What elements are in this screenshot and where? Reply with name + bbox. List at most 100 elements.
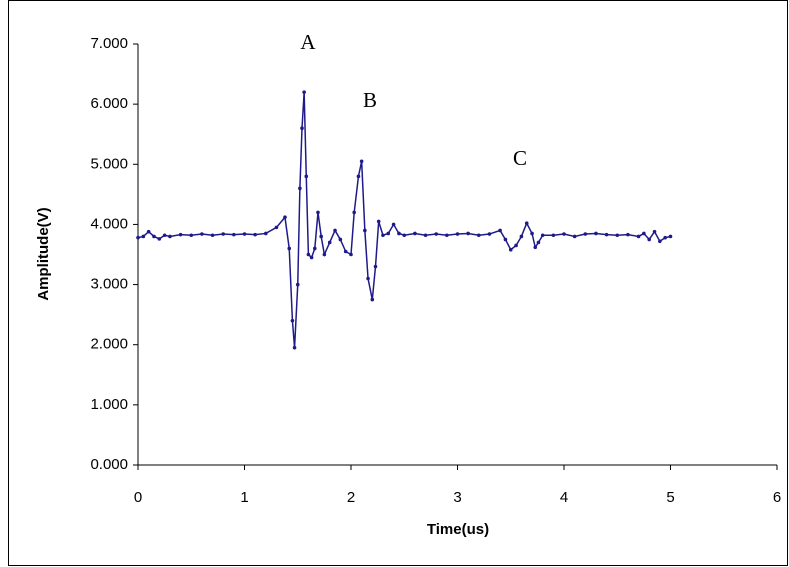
- marker: [152, 234, 156, 239]
- y-tick-label: 0.000: [90, 456, 128, 473]
- marker: [668, 234, 673, 239]
- marker: [327, 240, 332, 245]
- marker: [381, 233, 385, 238]
- marker: [455, 232, 460, 236]
- marker: [466, 231, 470, 236]
- marker: [583, 232, 588, 236]
- marker: [264, 231, 268, 236]
- marker: [359, 159, 364, 164]
- marker: [445, 233, 449, 238]
- marker: [178, 232, 183, 237]
- marker: [304, 174, 309, 179]
- marker: [391, 222, 396, 227]
- x-tick-label: 4: [560, 489, 568, 506]
- marker: [322, 252, 327, 257]
- marker: [309, 255, 314, 260]
- marker: [540, 233, 545, 238]
- marker: [636, 234, 641, 239]
- annotation: B: [363, 88, 377, 112]
- x-tick-label: 3: [453, 489, 461, 506]
- marker: [551, 233, 556, 238]
- x-tick-label: 5: [666, 489, 674, 506]
- y-tick-label: 5.000: [90, 155, 128, 172]
- marker: [423, 233, 428, 238]
- marker: [487, 232, 492, 236]
- marker: [295, 282, 300, 287]
- marker: [300, 126, 304, 130]
- marker: [333, 228, 337, 233]
- annotation: A: [300, 30, 316, 54]
- y-tick-label: 2.000: [90, 336, 128, 353]
- marker: [338, 237, 343, 242]
- marker: [283, 215, 287, 220]
- marker: [376, 219, 381, 224]
- y-tick-label: 3.000: [90, 276, 128, 293]
- marker: [373, 264, 378, 269]
- marker: [298, 186, 302, 191]
- marker: [210, 233, 215, 238]
- marker: [658, 239, 662, 244]
- marker: [306, 252, 311, 257]
- marker: [604, 232, 609, 237]
- marker: [366, 276, 370, 281]
- marker: [189, 233, 194, 238]
- y-tick-label: 4.000: [90, 215, 128, 232]
- marker: [413, 231, 417, 236]
- marker: [356, 174, 361, 179]
- marker: [292, 345, 297, 350]
- marker: [136, 235, 140, 240]
- marker: [642, 231, 646, 236]
- marker: [508, 247, 513, 252]
- marker: [530, 231, 534, 236]
- marker: [519, 234, 524, 239]
- marker: [274, 225, 279, 230]
- marker: [594, 231, 598, 236]
- marker: [319, 234, 323, 239]
- x-tick-label: 1: [240, 489, 248, 506]
- annotation: C: [513, 146, 527, 170]
- x-tick-label: 2: [347, 489, 355, 506]
- marker: [162, 233, 167, 238]
- marker: [647, 237, 651, 242]
- y-tick-label: 1.000: [90, 396, 128, 413]
- y-tick-label: 7.000: [90, 35, 128, 52]
- marker: [200, 232, 204, 236]
- marker: [352, 210, 356, 215]
- marker: [386, 231, 391, 236]
- marker: [524, 221, 529, 226]
- y-axis-label: Amplitude(V): [35, 207, 52, 300]
- marker: [312, 246, 317, 251]
- marker: [626, 232, 630, 237]
- marker: [168, 234, 172, 239]
- marker: [232, 232, 236, 237]
- x-axis-label: Time(us): [427, 521, 489, 538]
- marker: [141, 234, 146, 239]
- marker: [434, 232, 439, 236]
- marker: [287, 246, 292, 251]
- marker: [316, 210, 320, 215]
- marker: [253, 232, 257, 237]
- marker: [503, 237, 508, 242]
- marker: [370, 297, 375, 302]
- marker: [349, 252, 353, 257]
- marker: [242, 232, 247, 236]
- marker: [363, 228, 367, 233]
- marker: [402, 233, 407, 238]
- marker: [221, 232, 225, 236]
- marker: [397, 231, 401, 236]
- marker: [663, 235, 667, 240]
- marker: [562, 232, 566, 236]
- marker: [572, 234, 577, 239]
- marker: [290, 318, 295, 323]
- marker: [514, 243, 518, 248]
- y-tick-label: 6.000: [90, 95, 128, 112]
- marker: [157, 237, 162, 241]
- x-tick-label: 0: [134, 489, 142, 506]
- marker: [477, 233, 481, 238]
- marker: [343, 249, 348, 254]
- marker: [652, 229, 657, 234]
- marker: [615, 233, 620, 238]
- chart-frame: [8, 0, 788, 566]
- x-tick-label: 6: [773, 489, 781, 506]
